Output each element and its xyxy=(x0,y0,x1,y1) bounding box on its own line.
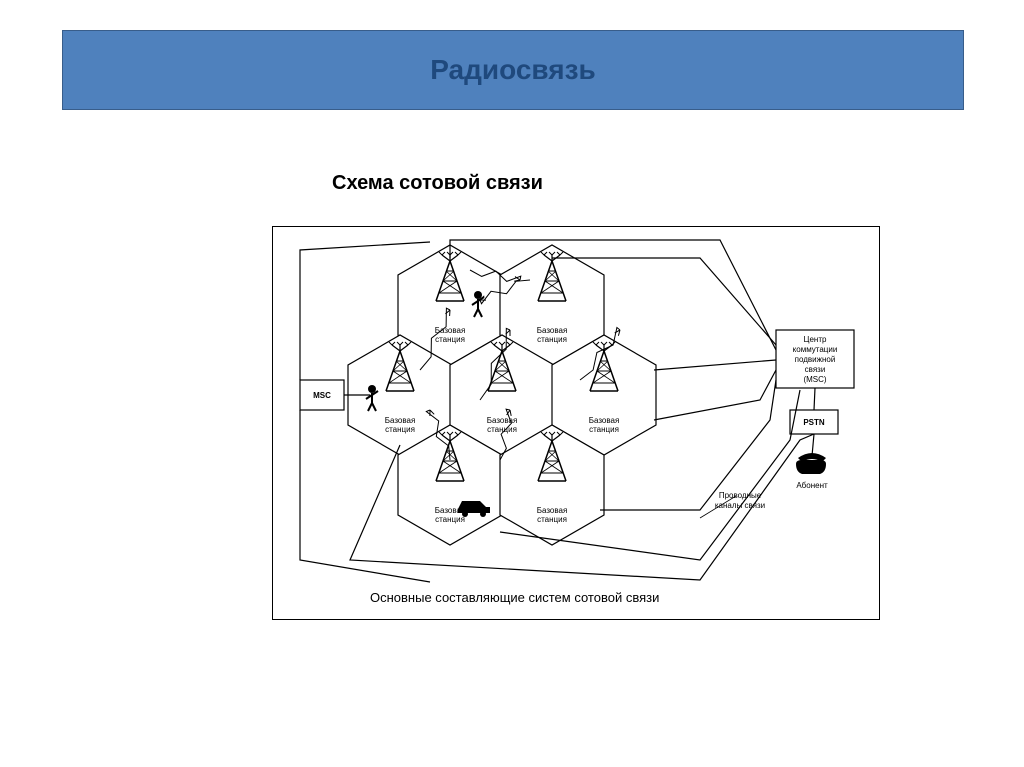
svg-text:Базовая: Базовая xyxy=(435,326,466,335)
svg-text:Проводные: Проводные xyxy=(719,491,762,500)
svg-text:Базовая: Базовая xyxy=(537,326,568,335)
svg-text:Базовая: Базовая xyxy=(385,416,416,425)
svg-text:(MSC): (MSC) xyxy=(803,375,826,384)
svg-text:станция: станция xyxy=(589,425,619,434)
svg-text:связи: связи xyxy=(805,365,826,374)
svg-text:станция: станция xyxy=(537,515,567,524)
svg-text:Базовая: Базовая xyxy=(487,416,518,425)
svg-text:станция: станция xyxy=(537,335,567,344)
svg-text:станция: станция xyxy=(385,425,415,434)
svg-text:Базовая: Базовая xyxy=(589,416,620,425)
svg-text:коммутации: коммутации xyxy=(793,345,838,354)
cellular-diagram: БазоваястанцияБазоваястанцияБазоваястанц… xyxy=(0,0,1024,767)
diagram-caption: Основные составляющие систем сотовой свя… xyxy=(370,590,659,605)
svg-text:Базовая: Базовая xyxy=(537,506,568,515)
svg-text:MSC: MSC xyxy=(313,391,331,400)
svg-text:станция: станция xyxy=(435,515,465,524)
svg-text:PSTN: PSTN xyxy=(803,418,825,427)
svg-text:подвижной: подвижной xyxy=(795,355,836,364)
svg-text:станция: станция xyxy=(435,335,465,344)
svg-text:Абонент: Абонент xyxy=(796,481,828,490)
svg-text:каналы связи: каналы связи xyxy=(715,501,765,510)
svg-text:Центр: Центр xyxy=(804,335,827,344)
